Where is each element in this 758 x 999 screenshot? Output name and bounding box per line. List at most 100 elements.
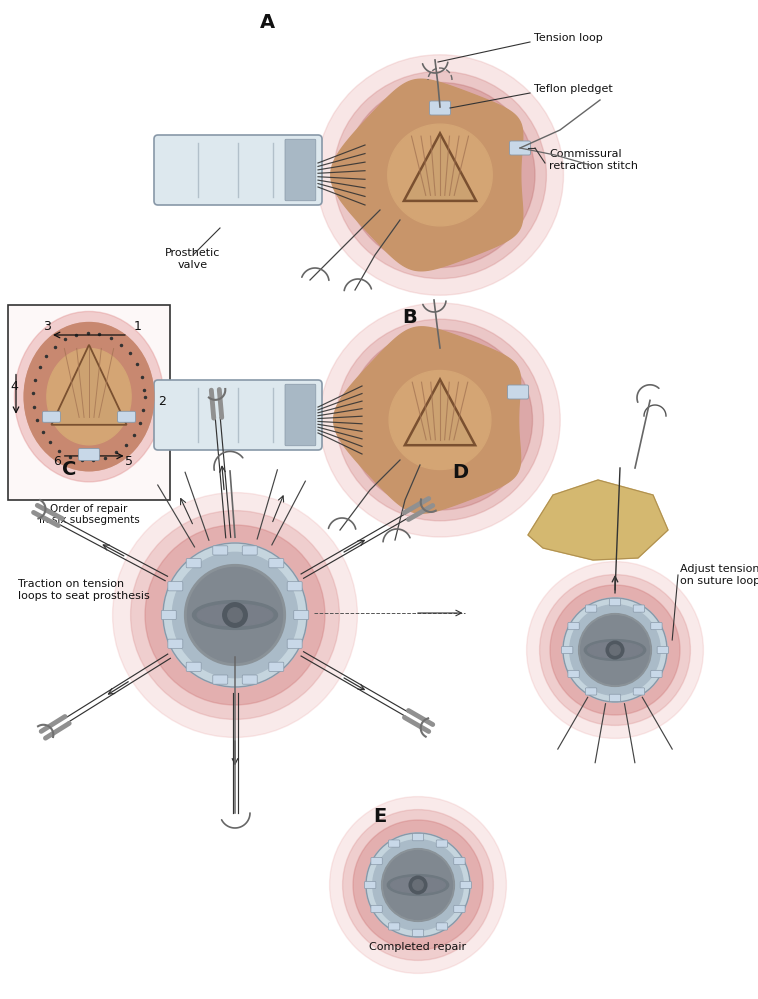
- Polygon shape: [330, 79, 523, 271]
- Ellipse shape: [387, 874, 449, 895]
- Circle shape: [163, 543, 307, 687]
- FancyBboxPatch shape: [294, 610, 309, 619]
- Ellipse shape: [14, 312, 164, 482]
- FancyBboxPatch shape: [460, 881, 471, 888]
- Circle shape: [606, 641, 624, 658]
- Circle shape: [145, 525, 325, 705]
- Ellipse shape: [317, 55, 563, 296]
- FancyBboxPatch shape: [609, 598, 621, 605]
- Polygon shape: [334, 327, 521, 513]
- FancyBboxPatch shape: [437, 840, 448, 847]
- Circle shape: [187, 567, 283, 662]
- Text: D: D: [452, 463, 468, 482]
- FancyBboxPatch shape: [42, 412, 61, 423]
- Text: Teflon pledget: Teflon pledget: [534, 84, 612, 94]
- FancyBboxPatch shape: [154, 135, 322, 205]
- FancyBboxPatch shape: [562, 646, 573, 653]
- Polygon shape: [388, 124, 492, 226]
- Text: 1: 1: [133, 321, 142, 334]
- FancyBboxPatch shape: [633, 688, 644, 695]
- Polygon shape: [52, 345, 127, 425]
- Circle shape: [609, 644, 620, 655]
- Ellipse shape: [584, 639, 646, 660]
- Circle shape: [343, 809, 493, 960]
- Text: Traction on tension
loops to seat prosthesis: Traction on tension loops to seat prosth…: [18, 579, 150, 600]
- Circle shape: [228, 607, 243, 622]
- FancyBboxPatch shape: [161, 610, 177, 619]
- Circle shape: [353, 820, 483, 950]
- FancyBboxPatch shape: [508, 385, 528, 399]
- Circle shape: [384, 851, 453, 919]
- Ellipse shape: [193, 600, 277, 629]
- Circle shape: [563, 598, 667, 702]
- FancyBboxPatch shape: [509, 141, 531, 155]
- Circle shape: [570, 604, 660, 695]
- Circle shape: [413, 880, 423, 890]
- Polygon shape: [405, 380, 475, 446]
- Ellipse shape: [337, 320, 543, 520]
- FancyBboxPatch shape: [371, 905, 382, 912]
- FancyBboxPatch shape: [168, 639, 183, 648]
- FancyBboxPatch shape: [213, 545, 227, 555]
- Circle shape: [185, 564, 286, 665]
- Circle shape: [172, 552, 298, 677]
- FancyBboxPatch shape: [269, 662, 283, 671]
- FancyBboxPatch shape: [437, 923, 448, 930]
- FancyBboxPatch shape: [243, 675, 257, 684]
- Circle shape: [578, 613, 651, 686]
- Circle shape: [373, 840, 463, 930]
- Circle shape: [540, 574, 691, 725]
- Circle shape: [330, 796, 506, 973]
- FancyBboxPatch shape: [651, 622, 662, 629]
- Text: A: A: [260, 13, 275, 32]
- Text: Commissural
retraction stitch: Commissural retraction stitch: [549, 149, 638, 171]
- FancyBboxPatch shape: [285, 385, 316, 446]
- FancyBboxPatch shape: [651, 670, 662, 677]
- Text: 6: 6: [52, 456, 61, 469]
- Text: Completed repair: Completed repair: [369, 942, 467, 952]
- FancyBboxPatch shape: [287, 581, 302, 590]
- FancyBboxPatch shape: [454, 905, 465, 912]
- Ellipse shape: [24, 323, 154, 471]
- FancyBboxPatch shape: [412, 929, 424, 936]
- FancyBboxPatch shape: [287, 639, 302, 648]
- FancyBboxPatch shape: [117, 412, 136, 423]
- Polygon shape: [528, 480, 668, 560]
- Circle shape: [223, 602, 247, 627]
- Text: C: C: [62, 460, 77, 479]
- FancyBboxPatch shape: [585, 688, 597, 695]
- Polygon shape: [404, 134, 476, 201]
- Text: in six subsegments: in six subsegments: [39, 515, 139, 525]
- Text: B: B: [402, 308, 417, 327]
- Bar: [8, 305, 170, 500]
- FancyBboxPatch shape: [388, 840, 399, 847]
- Ellipse shape: [334, 71, 547, 279]
- Circle shape: [550, 585, 680, 715]
- FancyBboxPatch shape: [568, 670, 579, 677]
- Ellipse shape: [320, 303, 560, 537]
- FancyBboxPatch shape: [657, 646, 669, 653]
- FancyBboxPatch shape: [609, 694, 621, 701]
- Text: 2: 2: [158, 396, 165, 409]
- Text: Adjust tension
on suture loops: Adjust tension on suture loops: [680, 564, 758, 585]
- FancyBboxPatch shape: [365, 881, 376, 888]
- FancyBboxPatch shape: [430, 101, 450, 115]
- FancyBboxPatch shape: [168, 581, 183, 590]
- Ellipse shape: [587, 642, 642, 657]
- FancyBboxPatch shape: [154, 380, 322, 450]
- Text: 3: 3: [43, 321, 51, 334]
- Circle shape: [113, 493, 358, 737]
- FancyBboxPatch shape: [412, 833, 424, 841]
- Ellipse shape: [347, 330, 533, 510]
- Ellipse shape: [47, 349, 131, 445]
- FancyBboxPatch shape: [585, 605, 597, 612]
- FancyBboxPatch shape: [285, 139, 316, 201]
- FancyBboxPatch shape: [79, 449, 99, 461]
- Text: Prosthetic
valve: Prosthetic valve: [165, 249, 221, 270]
- FancyBboxPatch shape: [213, 675, 227, 684]
- Ellipse shape: [390, 877, 445, 893]
- Polygon shape: [389, 371, 491, 470]
- FancyBboxPatch shape: [186, 662, 201, 671]
- Circle shape: [366, 833, 470, 937]
- FancyBboxPatch shape: [371, 857, 382, 865]
